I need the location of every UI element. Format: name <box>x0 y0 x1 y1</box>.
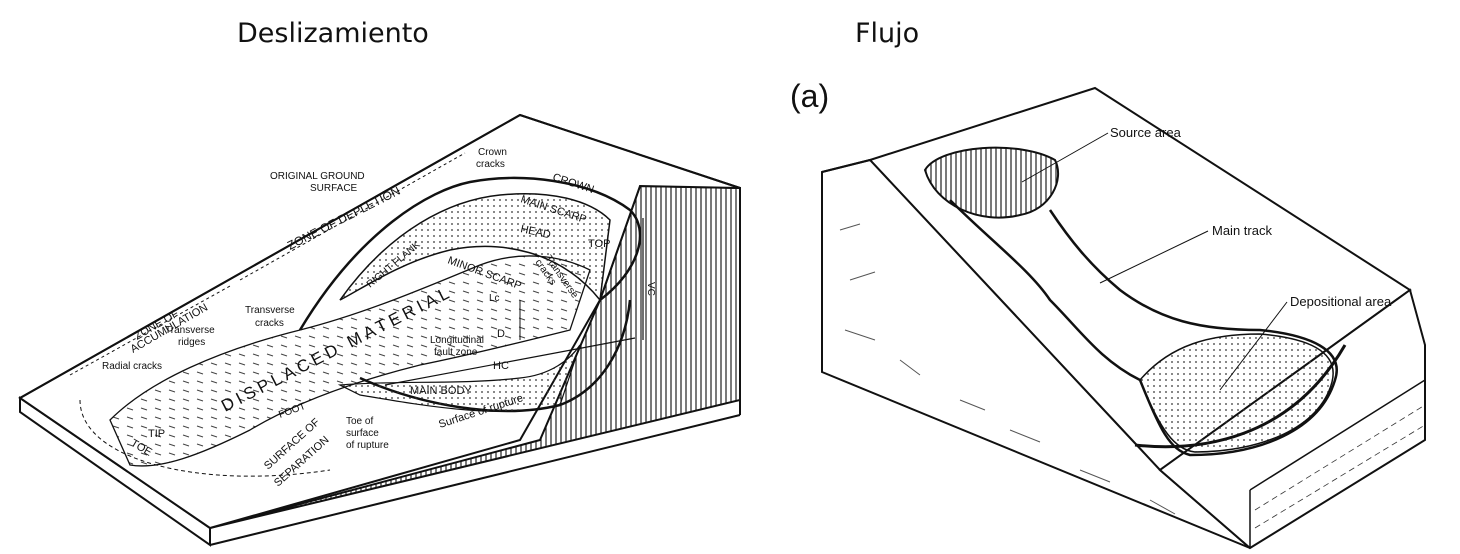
slide-toe-arc <box>79 399 331 477</box>
label-original-ground-1: ORIGINAL GROUND <box>270 171 365 182</box>
label-depositional-area: Depositional area <box>1290 294 1392 309</box>
label-hc: HC <box>493 360 509 372</box>
slide-crown-outline <box>298 176 642 331</box>
label-radial-cracks: Radial cracks <box>102 361 162 372</box>
label-transverse-ridges-1: Transverse <box>165 325 215 336</box>
flow-panel-tag: (a) <box>790 78 830 114</box>
label-top: TOP <box>588 238 610 250</box>
label-transverse-cracks-lower-1: Transverse <box>245 305 295 316</box>
label-source-area: Source area <box>1110 125 1182 140</box>
label-crown-cracks-2: cracks <box>476 159 505 170</box>
label-d: D <box>497 328 505 340</box>
label-longitudinal-1: Longitudinal <box>430 335 484 346</box>
label-crown-cracks-1: Crown <box>478 147 507 158</box>
flow-depositional-area <box>1139 333 1334 453</box>
label-toe-of-surface-1: Toe of <box>346 416 373 427</box>
label-toe-of-surface-2: surface <box>346 428 379 439</box>
label-toe-of-surface-3: of rupture <box>346 440 389 451</box>
flow-diagram: Source area Main track Depositional area <box>821 86 1426 550</box>
label-transverse-cracks-lower-2: cracks <box>255 318 284 329</box>
slide-heading: Deslizamiento <box>237 18 429 49</box>
label-lc: Lc <box>489 293 500 304</box>
slide-displaced-material <box>109 255 591 467</box>
label-main-body: MAIN BODY <box>410 385 472 397</box>
slide-main-body <box>337 344 581 412</box>
flow-heading: Flujo <box>855 18 920 49</box>
label-tip: TIP <box>148 428 165 440</box>
label-transverse-ridges-2: ridges <box>178 337 205 348</box>
label-main-track: Main track <box>1212 223 1272 238</box>
slide-diagram: ORIGINAL GROUND SURFACE ZONE OF DEPLETIO… <box>18 113 741 547</box>
label-original-ground-2: SURFACE <box>310 183 358 194</box>
slide-main-scarp <box>339 192 611 302</box>
label-vc: VC <box>645 282 656 296</box>
label-longitudinal-2: fault zone <box>434 347 478 358</box>
flow-main-track <box>949 199 1338 457</box>
